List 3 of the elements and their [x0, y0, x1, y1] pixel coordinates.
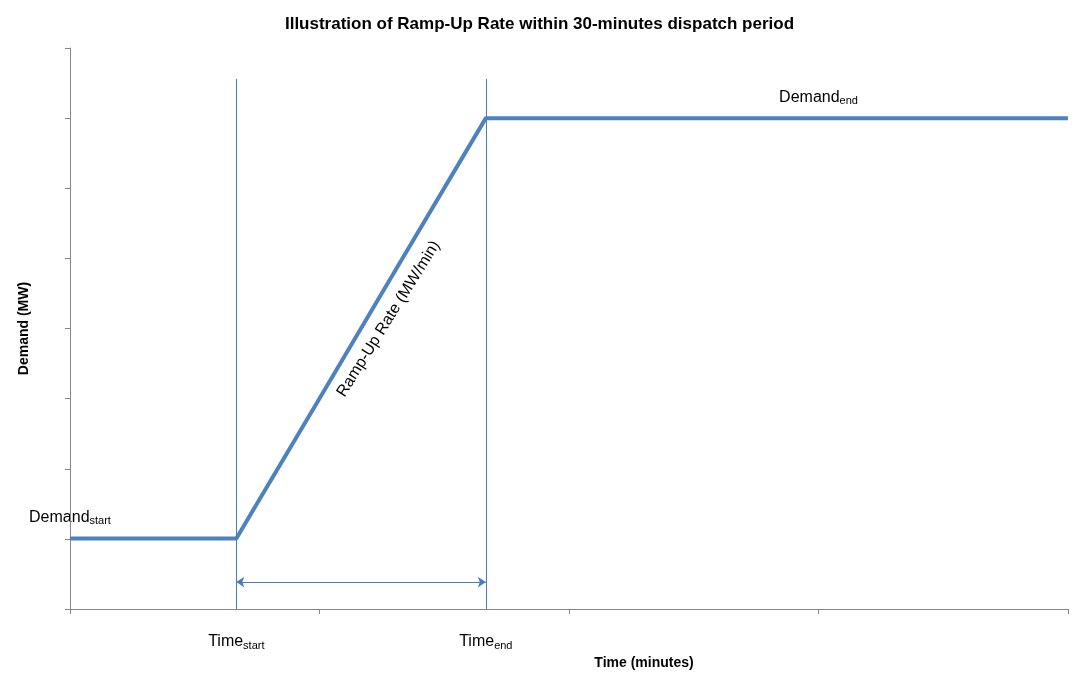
x-axis-title: Time (minutes): [594, 654, 694, 670]
y-axis-title: Demand (MW): [15, 281, 31, 376]
chart-title: Illustration of Ramp-Up Rate within 30-minutes dispatch period: [284, 14, 795, 33]
